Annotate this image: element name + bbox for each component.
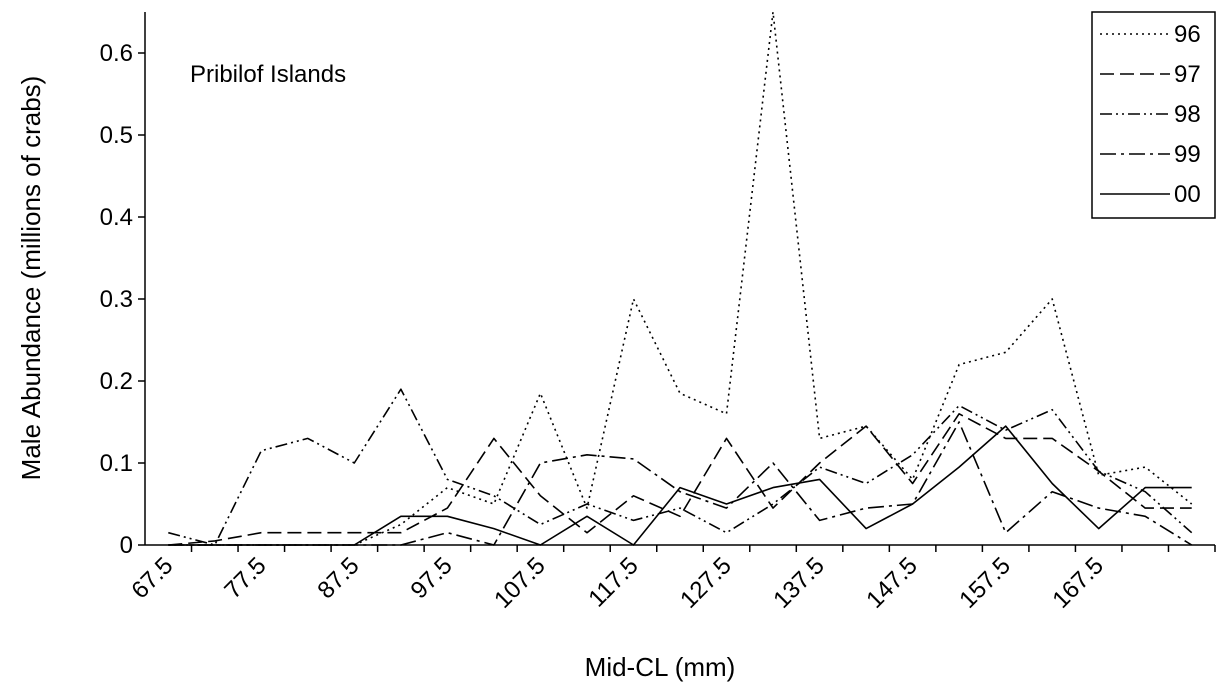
x-tick-label: 77.5 bbox=[219, 552, 271, 604]
x-tick-label: 107.5 bbox=[489, 552, 551, 614]
x-tick-label: 67.5 bbox=[126, 552, 178, 604]
x-tick-label: 147.5 bbox=[861, 552, 923, 614]
x-tick-label: 97.5 bbox=[406, 552, 458, 604]
x-axis-title: Mid-CL (mm) bbox=[585, 652, 736, 682]
y-tick-label: 0.6 bbox=[100, 40, 133, 67]
x-tick-label: 117.5 bbox=[583, 552, 643, 612]
legend: 96 97 98 99 00 bbox=[1091, 11, 1216, 219]
x-axis-ticks: 67.5 77.5 87.5 97.5 107.5 117.5 127.5 137.5 147.… bbox=[126, 545, 1216, 614]
plot-area: 0 0.1 0.2 0.3 0.4 0.5 0.6 67.5 77.5 87.5 97.5 107.… bbox=[100, 11, 1216, 614]
series-line-96 bbox=[168, 11, 1193, 546]
y-tick-label: 0.1 bbox=[100, 450, 133, 477]
y-tick-label: 0 bbox=[120, 532, 133, 559]
y-tick-label: 0.4 bbox=[100, 204, 133, 231]
series-line-00 bbox=[168, 425, 1192, 546]
legend-box bbox=[1091, 11, 1216, 219]
y-axis-title: Male Abundance (millions of crabs) bbox=[16, 76, 46, 481]
legend-label-00: 00 bbox=[1174, 181, 1201, 208]
series-line-99 bbox=[168, 421, 1193, 546]
y-tick-label: 0.3 bbox=[100, 286, 133, 313]
x-tick-label: 167.5 bbox=[1047, 552, 1109, 614]
x-tick-label: 157.5 bbox=[954, 552, 1016, 614]
legend-label-99: 99 bbox=[1174, 141, 1201, 168]
y-tick-label: 0.5 bbox=[100, 122, 133, 149]
series-lines bbox=[168, 11, 1193, 546]
legend-label-98: 98 bbox=[1174, 101, 1201, 128]
legend-label-97: 97 bbox=[1174, 61, 1201, 88]
x-tick-label: 137.5 bbox=[768, 552, 830, 614]
y-axis-ticks: 0 0.1 0.2 0.3 0.4 0.5 0.6 bbox=[100, 40, 145, 559]
y-tick-label: 0.2 bbox=[100, 368, 133, 395]
series-line-98 bbox=[168, 388, 1193, 546]
chart-annotation: Pribilof Islands bbox=[190, 61, 346, 88]
series-line-97 bbox=[168, 412, 1192, 546]
legend-label-96: 96 bbox=[1174, 21, 1201, 48]
x-tick-label: 87.5 bbox=[312, 552, 364, 604]
x-tick-label: 127.5 bbox=[675, 552, 737, 614]
